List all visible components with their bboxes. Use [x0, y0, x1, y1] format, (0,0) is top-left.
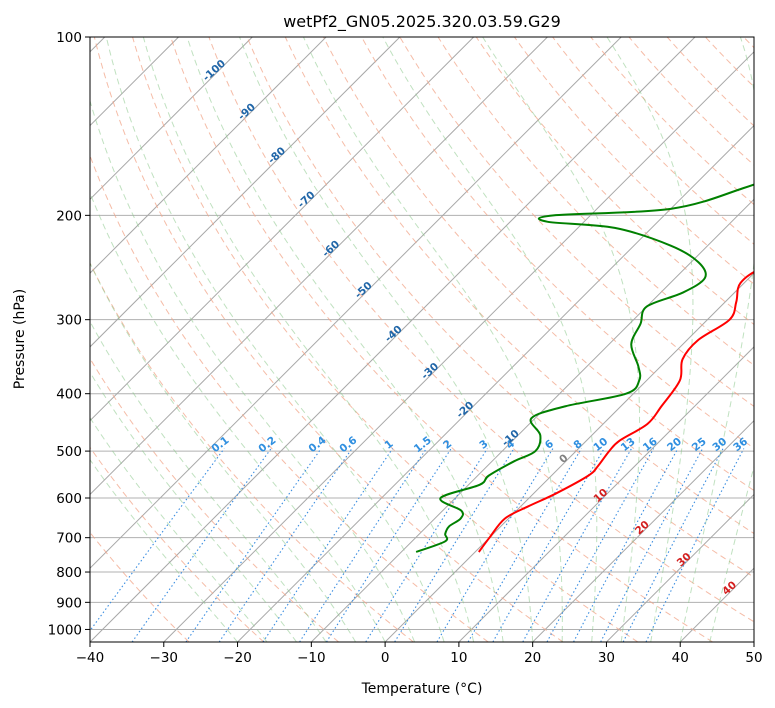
moist-adiabat-line	[90, 320, 327, 642]
mixing-ratio-line	[185, 448, 322, 642]
mixing-ratio-line	[90, 448, 225, 632]
skewt-background-lines	[90, 37, 754, 642]
isotherm-line	[90, 37, 327, 274]
mixing-ratio-line	[492, 448, 605, 642]
x-tick-label: 0	[381, 650, 390, 666]
mixing-ratio-line	[645, 448, 745, 642]
moist-adiabat-line	[679, 37, 754, 642]
y-tick-label: 500	[56, 444, 82, 460]
isotherm-line	[90, 37, 548, 496]
mixing-ratio-line	[394, 448, 515, 642]
dry-adiabat-line	[361, 37, 754, 449]
moist-adiabat-line	[482, 37, 641, 642]
dry-adiabat-line	[90, 446, 265, 642]
x-tick-label: 10	[450, 650, 467, 666]
mixing-ratio-line	[299, 448, 427, 642]
isotherm-line	[90, 37, 253, 201]
x-axis-label: Temperature (°C)	[361, 681, 483, 697]
dry-adiabat-line	[93, 37, 564, 642]
isotherm-line	[90, 37, 401, 348]
y-tick-label: 700	[56, 531, 82, 547]
moist-adiabat-line	[239, 37, 534, 642]
y-tick-label: 600	[56, 491, 82, 507]
moist-adiabat-line	[709, 464, 754, 642]
y-tick-label: 300	[56, 313, 82, 329]
y-tick-label: 200	[56, 208, 82, 224]
isotherm-line	[163, 51, 754, 642]
dry-adiabat-line	[399, 37, 754, 408]
isotherm-line	[237, 124, 754, 642]
y-tick-label: 1000	[48, 622, 82, 638]
dry-adiabat-line	[170, 37, 713, 642]
isotherm-line	[532, 419, 754, 642]
moist-adiabat-line	[186, 37, 504, 642]
mixing-ratio-line	[600, 448, 704, 642]
moist-adiabat-line	[90, 371, 297, 642]
x-tick-label: 40	[672, 650, 689, 666]
moist-adiabat-line	[90, 416, 268, 642]
y-tick-label: 800	[56, 565, 82, 581]
moist-adiabat-line	[90, 262, 357, 642]
y-tick-label: 400	[56, 387, 82, 403]
mixing-ratio-line	[131, 448, 272, 642]
dry-adiabat-line	[323, 37, 754, 492]
x-tick-label: −20	[223, 650, 252, 666]
moist-adiabat-line	[382, 37, 598, 642]
y-tick-label: 100	[56, 30, 82, 46]
x-tick-label: −30	[150, 650, 179, 666]
mixing-ratio-line	[573, 448, 679, 642]
moist-adiabat-line	[303, 37, 563, 642]
isotherm-line	[90, 37, 696, 642]
dry-adiabat-line	[208, 37, 754, 623]
axis-ticks: −40 −30 −20 −10 0 10 20 30 40 50 100 200 300 400 500 60…	[48, 30, 763, 666]
isotherm-line	[90, 37, 622, 569]
chart-title: wetPf2_GN05.2025.320.03.59.G29	[283, 12, 561, 32]
x-tick-label: 30	[598, 650, 615, 666]
dry-adiabat-line	[90, 262, 414, 642]
moist-adiabat-line	[142, 37, 475, 642]
temperature-line	[478, 270, 754, 553]
x-tick-label: 20	[524, 650, 541, 666]
dewpoint-line	[415, 183, 754, 553]
moist-adiabat-line	[105, 37, 445, 642]
dry-adiabat-line	[132, 37, 639, 642]
dry-adiabat-line	[628, 37, 754, 166]
moist-adiabat-line	[90, 191, 386, 642]
dry-adiabat-line	[552, 37, 754, 245]
dry-adiabat-line	[437, 37, 754, 366]
x-tick-label: 50	[745, 650, 762, 666]
x-tick-label: −10	[297, 650, 326, 666]
isotherm-line	[458, 346, 754, 642]
mixing-ratio-line	[218, 448, 353, 642]
isotherm-line	[90, 37, 475, 422]
mixing-ratio-line	[467, 448, 582, 642]
moist-adiabat-line	[90, 458, 238, 642]
x-tick-label: −40	[76, 650, 105, 666]
mixing-ratio-line	[325, 448, 452, 642]
mixing-ratio-line	[262, 448, 394, 642]
y-axis-label: Pressure (hPa)	[12, 289, 28, 389]
plot-frame	[89, 36, 755, 643]
dry-adiabat-line	[514, 37, 754, 285]
mixing-ratio-line	[365, 448, 488, 642]
dry-adiabat-line	[284, 37, 754, 535]
mixing-ratio-line	[622, 448, 724, 642]
dry-adiabat-line	[246, 37, 754, 578]
isotherm-line	[606, 493, 754, 642]
y-tick-label: 900	[56, 595, 82, 611]
moist-adiabat-line	[606, 37, 694, 642]
moist-adiabat-line	[90, 99, 416, 642]
profile-lines	[415, 183, 754, 553]
